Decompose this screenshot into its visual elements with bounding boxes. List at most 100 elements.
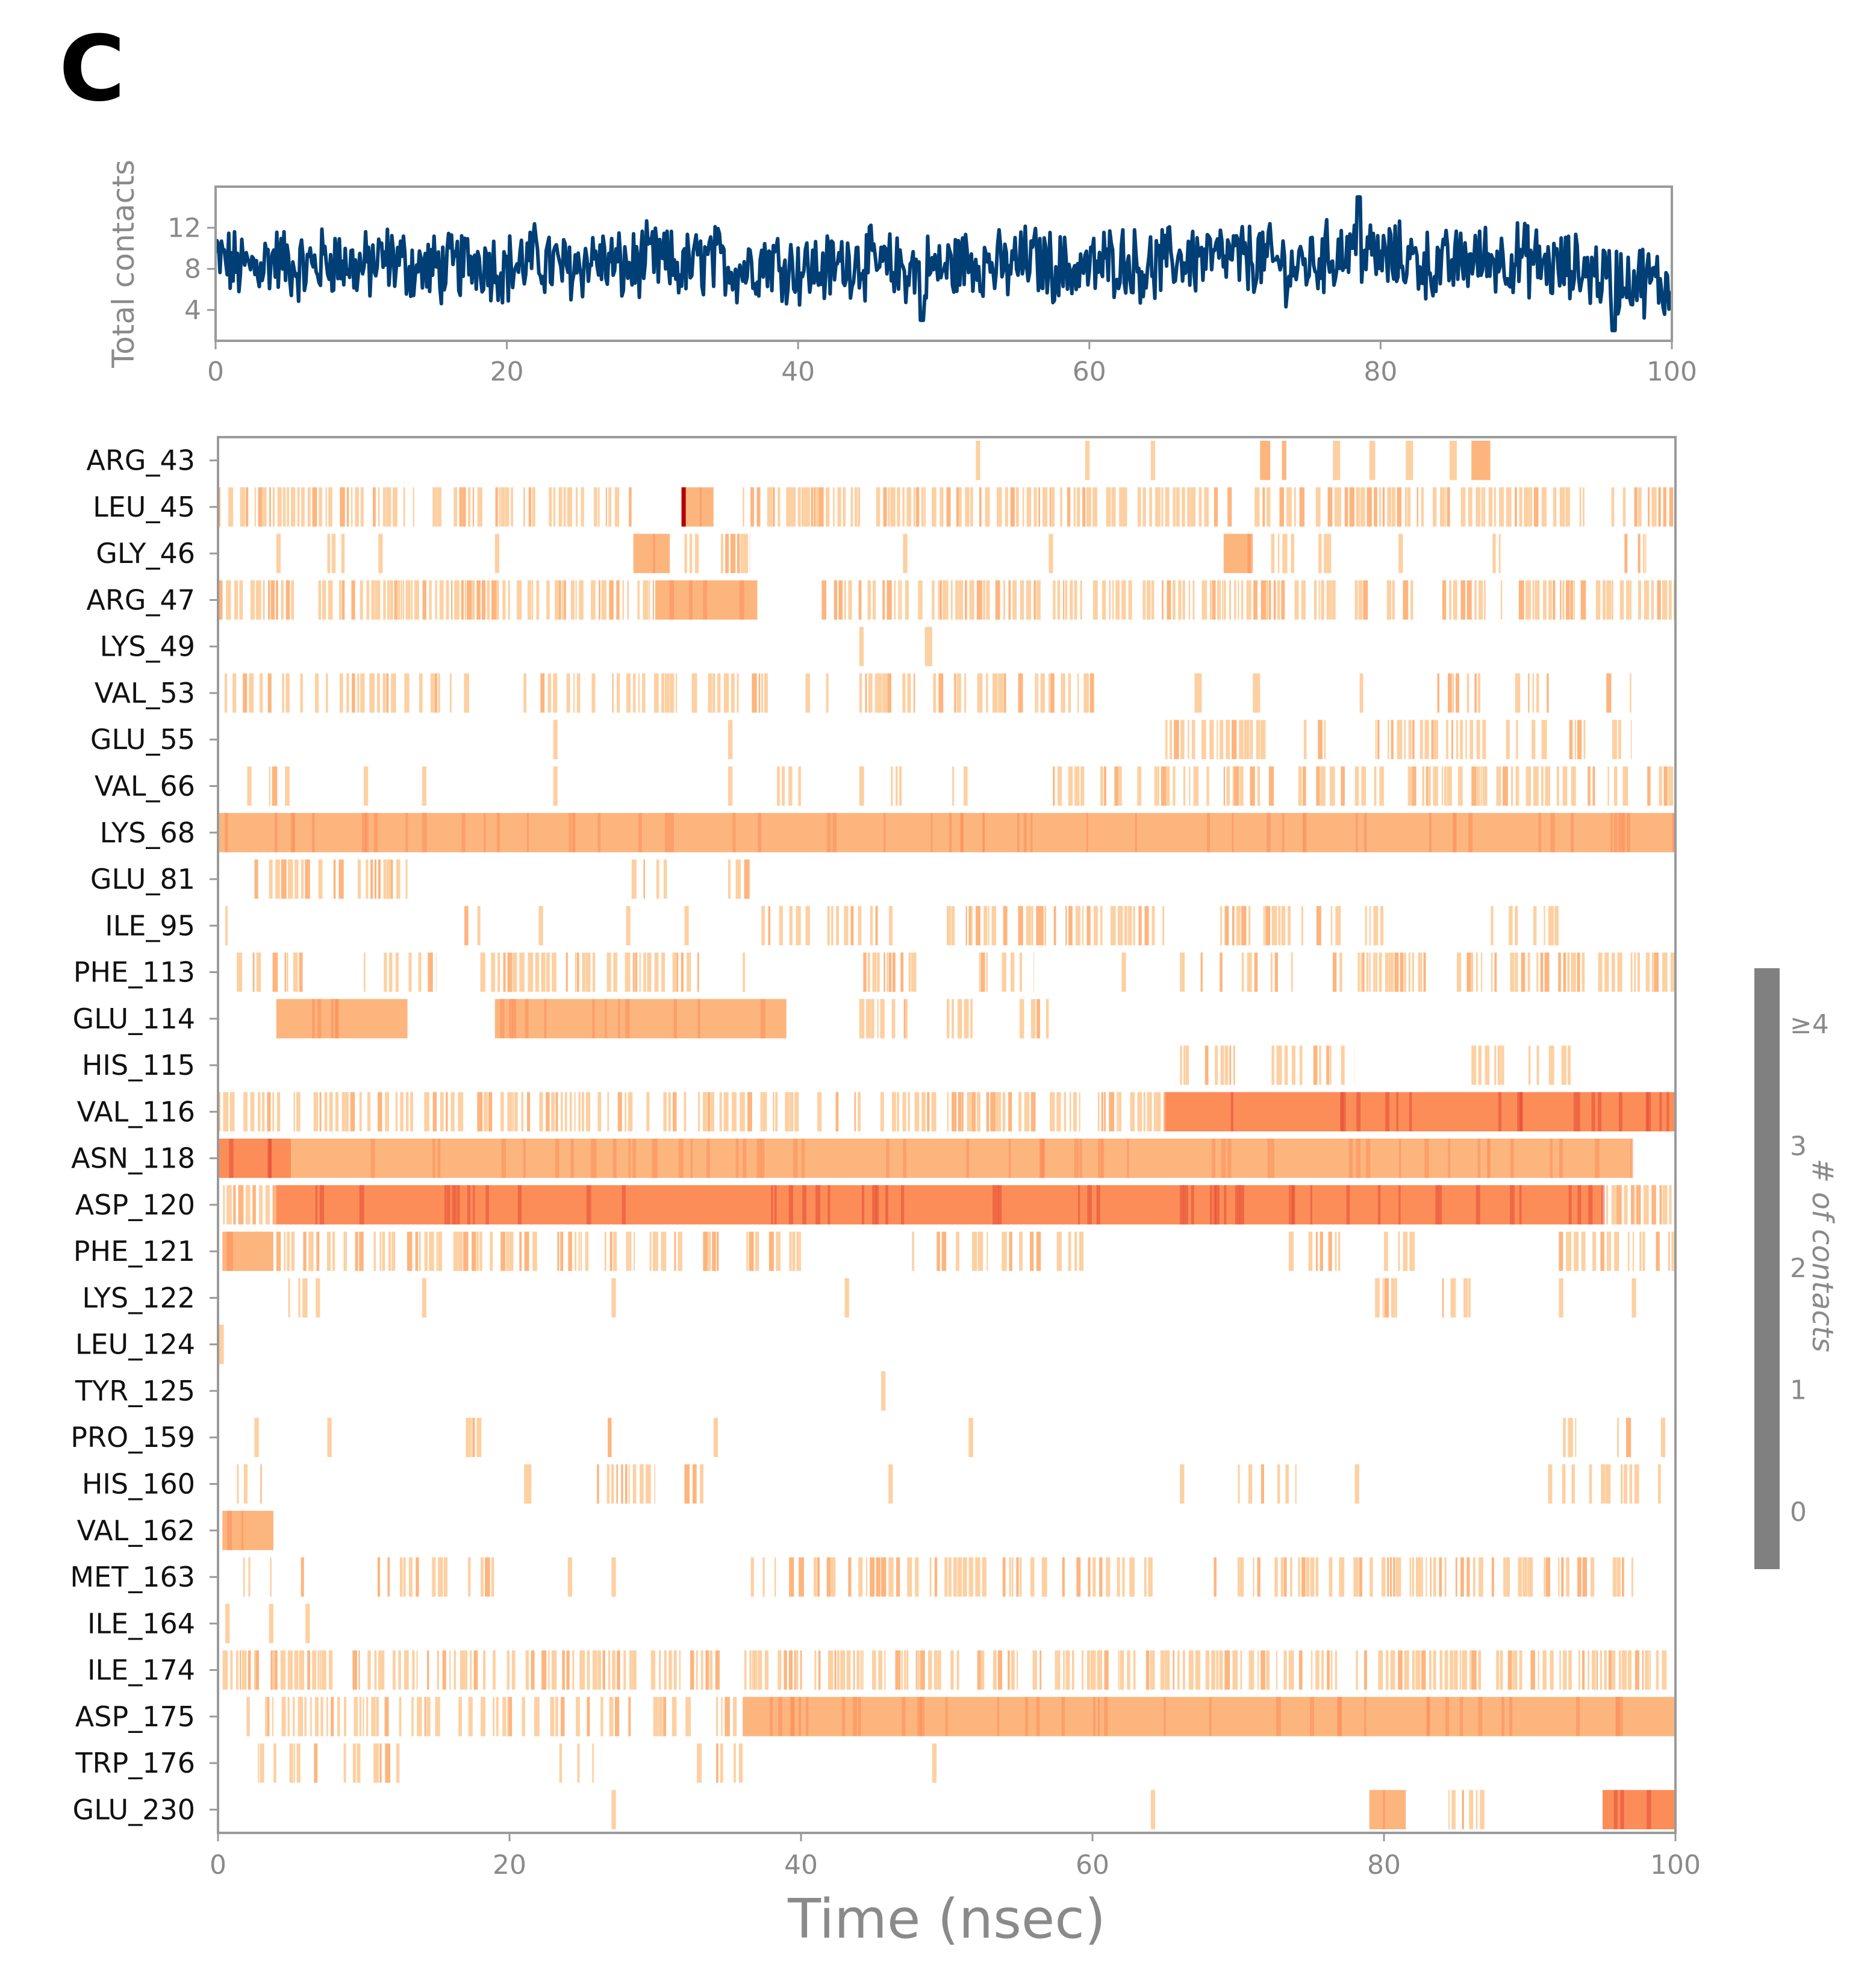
heatmap-cell bbox=[1460, 580, 1466, 620]
heatmap-cell bbox=[1241, 952, 1244, 992]
heatmap-cell bbox=[1337, 1697, 1342, 1737]
heatmap-cell bbox=[996, 1185, 999, 1225]
heatmap-cell bbox=[1248, 906, 1251, 945]
heatmap-cell bbox=[668, 1650, 672, 1690]
heatmap-cell bbox=[1261, 1464, 1264, 1504]
heatmap-cell bbox=[1398, 1650, 1403, 1690]
heatmap-cell bbox=[276, 533, 281, 573]
heatmap-cell bbox=[1590, 1557, 1595, 1597]
heatmap-cell bbox=[674, 1231, 676, 1271]
heatmap-cell bbox=[1617, 1417, 1619, 1457]
heatmap-cell bbox=[1133, 906, 1135, 945]
heatmap-cell bbox=[1457, 766, 1463, 806]
heatmap-cell bbox=[946, 487, 951, 527]
heatmap-cell bbox=[552, 952, 556, 992]
heatmap-cell bbox=[424, 1092, 429, 1131]
heatmap-cell bbox=[1060, 487, 1062, 527]
heatmap-cell bbox=[247, 766, 252, 806]
heatmap-cell bbox=[673, 999, 677, 1039]
heatmap-cell bbox=[538, 906, 543, 945]
heatmap-cell bbox=[609, 580, 614, 620]
heatmap-cell bbox=[1618, 1092, 1622, 1131]
heatmap-cell bbox=[1212, 1139, 1215, 1178]
heatmap-cell bbox=[1419, 720, 1423, 759]
heatmap-cell bbox=[1522, 1557, 1528, 1597]
heatmap-cell bbox=[1310, 1697, 1314, 1737]
heatmap-cell bbox=[1057, 580, 1061, 620]
heatmap-cell bbox=[1460, 720, 1463, 759]
heatmap-cell bbox=[1465, 720, 1467, 759]
heatmap-cell bbox=[1404, 720, 1406, 759]
heatmap-cell bbox=[945, 1697, 948, 1737]
heatmap-cell bbox=[1579, 487, 1582, 527]
heatmap-cell bbox=[1220, 720, 1224, 759]
heatmap-cell bbox=[1468, 813, 1471, 853]
heatmap-cell bbox=[243, 673, 248, 713]
top-y-axis-label: Total contacts bbox=[106, 160, 141, 369]
heatmap-cell bbox=[444, 1185, 447, 1225]
heatmap-cell bbox=[904, 1650, 906, 1690]
heatmap-cell bbox=[1326, 580, 1332, 620]
top-x-axis: 0 20 40 60 80 100 bbox=[207, 341, 1697, 387]
heatmap-cell bbox=[1217, 580, 1221, 620]
heatmap-cell bbox=[561, 1092, 563, 1131]
heatmap-cell bbox=[259, 1185, 263, 1225]
heatmap-cell bbox=[1541, 766, 1544, 806]
heatmap-cell bbox=[1090, 1650, 1096, 1690]
heatmap-cell bbox=[1032, 1650, 1037, 1690]
heatmap-cell bbox=[1281, 906, 1286, 945]
heatmap-cell bbox=[1498, 533, 1501, 573]
heatmap-cell bbox=[302, 1278, 308, 1318]
heatmap-cell bbox=[1613, 813, 1618, 853]
heatmap-cell bbox=[502, 1697, 506, 1737]
heatmap-cell bbox=[1348, 1139, 1353, 1178]
heatmap-cell bbox=[1079, 1231, 1084, 1271]
heatmap-cell bbox=[1498, 1092, 1501, 1131]
heatmap-cell bbox=[1638, 533, 1641, 573]
colorbar-label: # of contacts bbox=[1806, 1158, 1839, 1352]
heatmap-cell bbox=[1384, 1231, 1388, 1271]
heatmap-cell bbox=[1261, 1650, 1265, 1690]
heatmap-cell bbox=[1291, 1045, 1296, 1085]
heatmap-cell bbox=[351, 580, 355, 620]
heatmap-cell bbox=[1035, 673, 1037, 713]
heatmap-cell bbox=[1591, 1092, 1595, 1131]
heatmap-cell bbox=[1426, 1557, 1427, 1597]
heatmap-cell bbox=[1306, 1557, 1310, 1597]
heatmap-cell bbox=[484, 813, 486, 853]
heatmap-cell bbox=[288, 1278, 290, 1318]
heatmap-cell bbox=[778, 1697, 783, 1737]
heatmap-cell bbox=[699, 487, 702, 527]
heatmap-cell bbox=[608, 1650, 611, 1690]
heatmap-cell bbox=[1533, 906, 1537, 945]
heatmap-cell bbox=[254, 487, 256, 527]
heatmap-cell bbox=[996, 1092, 1002, 1131]
heatmap-cell bbox=[652, 1139, 656, 1178]
heatmap-cell bbox=[1598, 1092, 1602, 1131]
heatmap-cell bbox=[1501, 1045, 1504, 1085]
heatmap-cell bbox=[223, 1092, 229, 1131]
heatmap-cell bbox=[450, 580, 453, 620]
heatmap-cell bbox=[1476, 720, 1480, 759]
heatmap-cell bbox=[838, 580, 843, 620]
heatmap-cell bbox=[817, 1557, 820, 1597]
heatmap-cell bbox=[1067, 487, 1071, 527]
heatmap-cell bbox=[661, 952, 665, 992]
heatmap-cell bbox=[920, 1697, 924, 1737]
heatmap-cell bbox=[1257, 1557, 1261, 1597]
heatmap-cell bbox=[853, 1697, 858, 1737]
heatmap-cell bbox=[1254, 952, 1258, 992]
colorbar-tick-label: 2 bbox=[1790, 1253, 1807, 1284]
heatmap-cell bbox=[467, 580, 472, 620]
heatmap-cell bbox=[1616, 1185, 1622, 1225]
heatmap-cell bbox=[229, 1092, 235, 1131]
heatmap-cell bbox=[938, 673, 944, 713]
heatmap-cell bbox=[774, 1185, 777, 1225]
heatmap-cell bbox=[1338, 487, 1341, 527]
heatmap-cell bbox=[874, 673, 877, 713]
heatmap-cell bbox=[1068, 766, 1073, 806]
heatmap-cell bbox=[632, 1139, 636, 1178]
heatmap-cell bbox=[290, 813, 294, 853]
heatmap-cell bbox=[1583, 720, 1586, 759]
heatmap-cell bbox=[471, 1417, 473, 1457]
